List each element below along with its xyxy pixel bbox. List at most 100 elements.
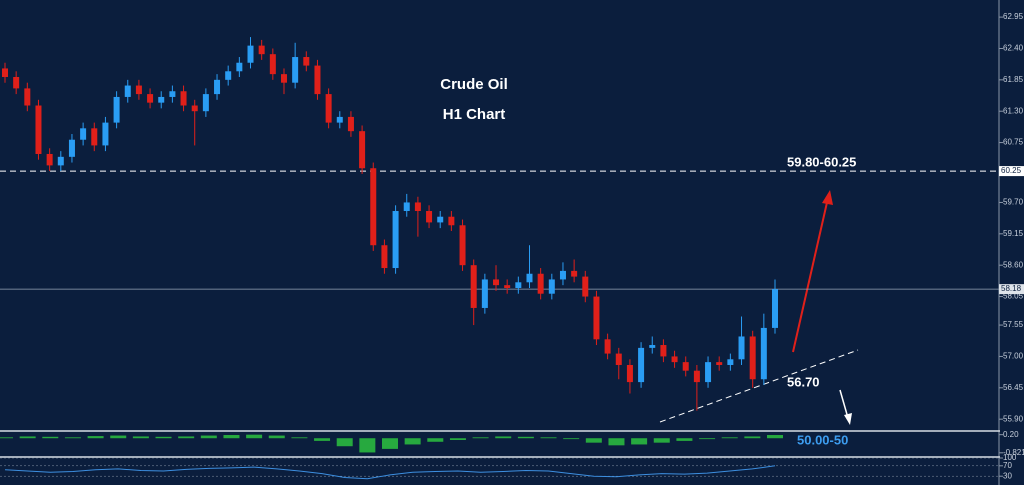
candle-body bbox=[414, 202, 421, 212]
histogram-bar bbox=[110, 435, 127, 439]
candle-body bbox=[370, 168, 377, 246]
candle-body bbox=[671, 356, 678, 363]
candle-body bbox=[381, 245, 388, 269]
candle-body bbox=[158, 96, 165, 103]
y-tick-label: -0.821 bbox=[1003, 448, 1024, 457]
histogram-bar bbox=[64, 437, 81, 439]
y-tick-label: 57.00 bbox=[1003, 352, 1024, 361]
candle-body bbox=[169, 91, 176, 97]
candle-body bbox=[649, 345, 656, 348]
histogram-bar bbox=[382, 438, 398, 449]
up-arrow-head bbox=[822, 190, 833, 205]
candle-body bbox=[515, 282, 522, 288]
candle-body bbox=[135, 85, 142, 95]
candle-body bbox=[493, 279, 500, 286]
candle-body bbox=[247, 45, 254, 63]
y-tick-label: 30 bbox=[1003, 471, 1012, 480]
level-label: 60.25 bbox=[1001, 166, 1022, 175]
histogram-bar bbox=[449, 438, 466, 440]
up-arrow bbox=[792, 197, 829, 353]
histogram-bar bbox=[631, 438, 648, 445]
candle-body bbox=[80, 128, 87, 140]
candle-body bbox=[359, 131, 366, 169]
candle-body bbox=[504, 285, 511, 288]
candle-body bbox=[705, 362, 712, 383]
histogram-bar bbox=[268, 435, 285, 439]
candle-body bbox=[314, 65, 321, 95]
histogram-bar bbox=[767, 435, 783, 439]
y-tick-label: 58.60 bbox=[1003, 260, 1024, 269]
histogram-bar bbox=[336, 438, 353, 447]
y-tick-label: 70 bbox=[1003, 461, 1012, 470]
candle-body bbox=[437, 216, 444, 223]
candle-body bbox=[571, 270, 578, 277]
y-tick-label: 61.85 bbox=[1003, 75, 1024, 84]
candle-body bbox=[68, 139, 75, 157]
y-tick-label: 58.05 bbox=[1003, 292, 1024, 301]
y-tick-label: 100 bbox=[1003, 453, 1017, 462]
candle-body bbox=[113, 96, 120, 123]
candle-body bbox=[626, 364, 633, 383]
candle-body bbox=[426, 211, 433, 223]
trend-line bbox=[659, 349, 859, 423]
histogram-bar bbox=[744, 436, 761, 439]
last-price-label: 58.18 bbox=[1001, 284, 1022, 293]
histogram-bar bbox=[42, 436, 59, 439]
histogram-bar bbox=[608, 438, 625, 446]
histogram-bar bbox=[132, 436, 149, 439]
candle-body bbox=[347, 116, 354, 132]
candle-body bbox=[35, 105, 42, 154]
histogram-bar bbox=[155, 436, 172, 439]
y-tick-label: 55.90 bbox=[1003, 414, 1024, 423]
level-box bbox=[999, 166, 1024, 177]
indicator-line bbox=[4, 465, 776, 480]
candle-body bbox=[682, 362, 689, 371]
candle-body bbox=[303, 57, 310, 66]
candle-body bbox=[325, 94, 332, 123]
candle-body bbox=[559, 270, 566, 280]
candle-body bbox=[537, 273, 544, 294]
candle-body bbox=[738, 336, 745, 360]
candle-body bbox=[526, 273, 533, 283]
histogram-bar bbox=[699, 438, 716, 440]
histogram-bar bbox=[87, 436, 104, 439]
histogram-bar bbox=[472, 437, 489, 439]
y-tick-label: 59.15 bbox=[1003, 229, 1024, 238]
histogram-bar bbox=[563, 438, 580, 440]
candle-body bbox=[258, 45, 265, 55]
candle-body bbox=[716, 362, 723, 365]
candle-body bbox=[202, 94, 209, 112]
candle-body bbox=[749, 336, 756, 380]
histogram-bar bbox=[540, 437, 557, 439]
candle-body bbox=[760, 327, 767, 380]
candle-body bbox=[693, 370, 700, 383]
candle-body bbox=[280, 74, 287, 83]
histogram-bar bbox=[200, 435, 217, 439]
candle-body bbox=[772, 289, 778, 328]
candle-body bbox=[727, 359, 734, 365]
down-arrow-head bbox=[844, 413, 852, 425]
histogram-bar bbox=[404, 438, 421, 445]
candle-body bbox=[336, 116, 343, 123]
candle-body bbox=[214, 79, 221, 95]
histogram-bar bbox=[246, 434, 263, 439]
candle-body bbox=[292, 57, 299, 83]
histogram-bar bbox=[314, 438, 331, 441]
y-tick-label: 60.75 bbox=[1003, 138, 1024, 147]
annotation: 56.70 bbox=[787, 374, 820, 389]
histogram-bar bbox=[585, 438, 602, 443]
candle-body bbox=[191, 105, 198, 112]
histogram-bar bbox=[427, 438, 444, 442]
candle-body bbox=[638, 347, 645, 383]
chart-title: Crude Oil bbox=[440, 76, 508, 93]
last-price-box bbox=[999, 284, 1024, 295]
histogram-bar bbox=[721, 437, 738, 439]
histogram-bar bbox=[291, 437, 308, 439]
candle-body bbox=[180, 91, 187, 106]
candle-body bbox=[269, 54, 276, 75]
candle-body bbox=[582, 276, 589, 297]
histogram-bar bbox=[517, 436, 534, 439]
